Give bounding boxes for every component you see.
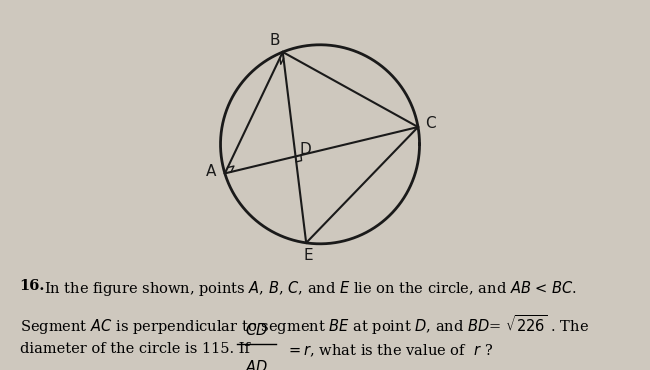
Text: $=r$, what is the value of  $r$ ?: $=r$, what is the value of $r$ ? <box>281 342 493 359</box>
Text: 16.: 16. <box>20 279 45 293</box>
Text: A: A <box>206 164 216 179</box>
Text: D: D <box>300 142 311 157</box>
Text: Segment $AC$ is perpendicular to segment $BE$ at point $D$, and $BD$= $\sqrt{226: Segment $AC$ is perpendicular to segment… <box>20 313 588 337</box>
Text: C: C <box>424 115 436 131</box>
Text: E: E <box>304 248 313 263</box>
Text: $AD$: $AD$ <box>245 359 268 370</box>
Text: B: B <box>270 33 280 48</box>
Text: $CD$: $CD$ <box>245 322 268 338</box>
Text: diameter of the circle is 115. If: diameter of the circle is 115. If <box>20 342 259 356</box>
Text: In the figure shown, points $A$, $B$, $C$, and $E$ lie on the circle, and $AB$ <: In the figure shown, points $A$, $B$, $C… <box>44 279 577 298</box>
